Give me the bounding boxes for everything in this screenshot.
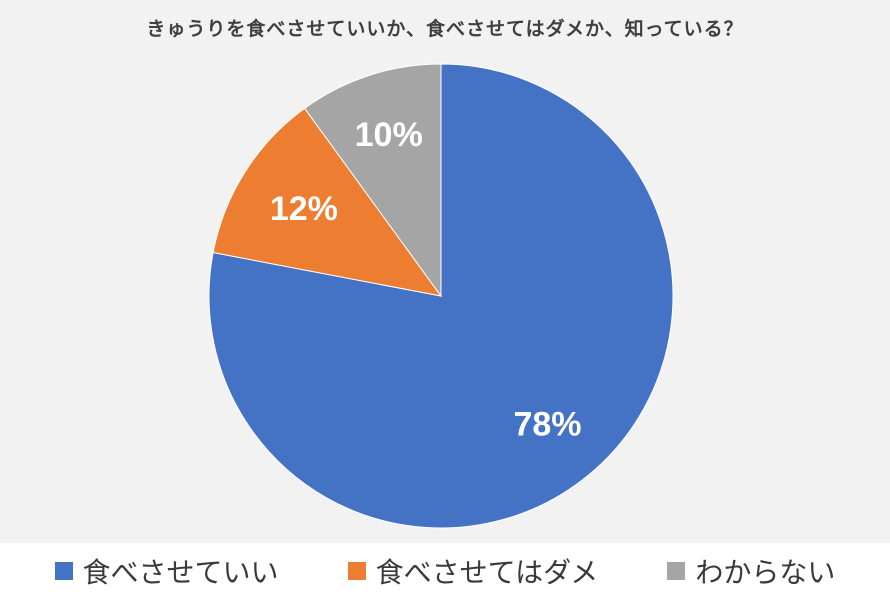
legend-item-safe: 食べさせていい (54, 551, 279, 591)
pie-chart: 78% 12% 10% (208, 63, 674, 529)
legend-item-unknown: わからない (667, 551, 835, 591)
chart-area: きゅうりを食べさせていいか、食べさせてはダメか、知っている？ 78% 12% 10% (0, 0, 890, 543)
legend-swatch-safe (54, 562, 73, 580)
slice-unknown (303, 63, 442, 298)
legend-label-unknown: わからない (695, 556, 836, 589)
data-label-unknown: 10% (355, 116, 423, 154)
legend-item-not-safe: 食べさせてはダメ (347, 551, 599, 591)
chart-title: きゅうりを食べさせていいか、食べさせてはダメか、知っている？ (146, 18, 744, 40)
legend-label-not-safe: 食べさせてはダメ (375, 556, 599, 589)
data-label-safe: 78% (513, 406, 581, 444)
legend-label-safe: 食べさせていい (82, 556, 279, 589)
legend-swatch-not-safe (347, 562, 366, 580)
slice-not-safe (212, 107, 443, 297)
data-label-not-safe: 12% (270, 190, 338, 228)
legend-swatch-unknown (667, 562, 686, 580)
legend: 食べさせていい 食べさせてはダメ わからない (0, 543, 890, 599)
